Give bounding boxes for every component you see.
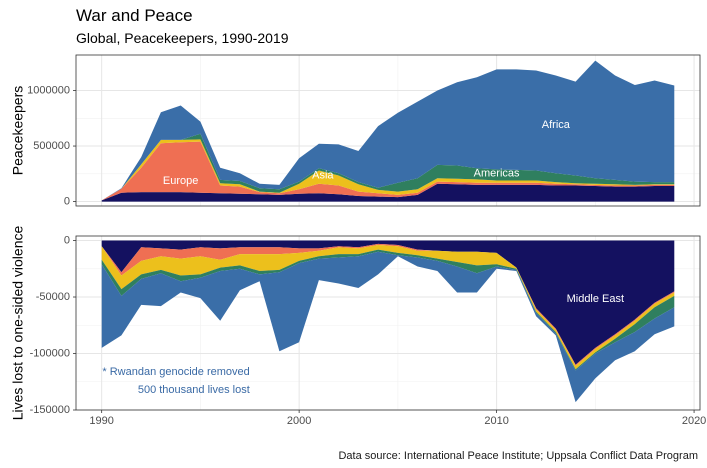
panel-border (75, 54, 701, 207)
area-africa (101, 60, 675, 201)
y-tick-label: -100000 (30, 347, 70, 359)
y-tick-label: -150000 (30, 404, 70, 416)
area-middle-east (101, 183, 675, 202)
region-label-americas: Americas (474, 168, 520, 180)
lives-lost-panel: Middle East * Rwandan genocide removed 500… (10, 226, 701, 421)
y-tick-label: 0 (64, 195, 70, 207)
area-asia (101, 139, 675, 201)
annotation-line-1: * Rwandan genocide removed (102, 366, 249, 378)
y-axis-label: Peacekeepers (10, 86, 26, 176)
region-label-africa: Africa (542, 119, 571, 131)
x-tick-label: 2020 (682, 415, 706, 427)
panel-border (75, 235, 701, 411)
area-middle-east (101, 240, 675, 365)
x-axis: 1990 2000 2010 2020 (89, 410, 706, 427)
area-asia (101, 245, 675, 370)
y-tick-label: 0 (64, 234, 70, 246)
chart-subtitle: Global, Peacekeepers, 1990-2019 (76, 30, 289, 46)
region-label-middle-east: Middle East (567, 293, 624, 305)
y-tick-label: 1000000 (27, 84, 70, 96)
peacekeepers-panel: Africa Americas Asia Europe 0 500000 1000000Pe… (10, 54, 701, 207)
annotation-line-2: 500 thousand lives lost (138, 384, 250, 396)
area-americas (101, 133, 675, 201)
y-tick-label: 500000 (33, 140, 70, 152)
area-europe (101, 243, 675, 366)
x-tick-label: 2000 (287, 415, 311, 427)
area-europe (101, 141, 675, 201)
region-label-asia: Asia (312, 169, 334, 181)
x-tick-label: 1990 (89, 415, 113, 427)
y-tick-label: -50000 (36, 291, 70, 303)
x-tick-label: 2010 (484, 415, 508, 427)
y-axis-label: Lives lost to one-sided violence (10, 226, 26, 421)
region-label-europe: Europe (163, 175, 198, 187)
chart-title: War and Peace (76, 6, 193, 25)
chart-caption: Data source: International Peace Institu… (338, 450, 698, 462)
